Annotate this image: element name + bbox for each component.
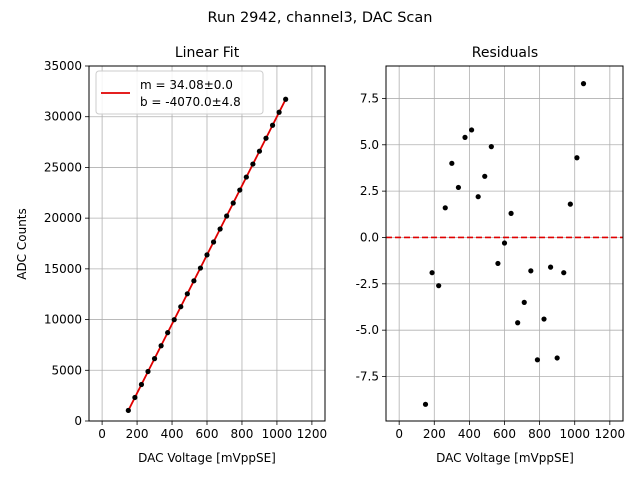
data-point xyxy=(541,316,547,322)
data-point xyxy=(436,283,442,289)
residuals-ticks: 0 200 400 600 800 1000 1200 -7.5 -5.0 -2.5 0.0 2.5 5… xyxy=(356,91,626,441)
x-tick-label: 1200 xyxy=(595,427,626,441)
data-point xyxy=(422,401,429,407)
data-point xyxy=(501,240,508,246)
data-point xyxy=(561,270,567,276)
data-point xyxy=(256,148,263,154)
data-point xyxy=(171,317,177,323)
x-tick-label: 0 xyxy=(395,427,403,441)
data-point xyxy=(204,252,210,258)
data-point xyxy=(197,265,204,271)
data-point xyxy=(455,184,462,191)
x-tick-label: 1200 xyxy=(297,427,328,441)
data-point xyxy=(534,357,541,363)
y-tick-label: 20000 xyxy=(44,211,82,225)
y-tick-label: 5000 xyxy=(51,363,82,377)
data-point xyxy=(263,135,269,141)
linear-fit-title: Linear Fit xyxy=(175,45,240,61)
data-point xyxy=(574,155,580,161)
data-point xyxy=(237,187,243,193)
legend-entry-intercept: b = -4070.0±4.8 xyxy=(140,95,241,109)
x-tick-label: 200 xyxy=(126,427,149,441)
data-point xyxy=(132,394,138,401)
data-point xyxy=(468,127,475,133)
x-tick-label: 0 xyxy=(98,427,106,441)
y-tick-label: 25000 xyxy=(44,160,82,174)
y-tick-label: 30000 xyxy=(44,110,82,124)
data-point xyxy=(269,122,276,128)
data-point xyxy=(580,81,587,87)
x-tick-label: 200 xyxy=(423,427,446,441)
data-point xyxy=(145,368,151,375)
data-point xyxy=(508,210,514,216)
x-tick-label: 1000 xyxy=(262,427,293,441)
data-point xyxy=(191,278,197,284)
linear-fit-plot: Linear Fit DAC Voltage [mVppSE] ADC Coun… xyxy=(15,45,327,465)
y-tick-label: 0 xyxy=(74,414,82,428)
data-point xyxy=(138,381,145,388)
y-tick-label: -7.5 xyxy=(356,370,379,384)
data-point xyxy=(495,260,501,267)
residuals-plot: Residuals DAC Voltage [mVppSE] 0 200 400 60… xyxy=(356,45,626,465)
data-point xyxy=(528,268,534,274)
data-point xyxy=(178,304,184,310)
data-point xyxy=(521,299,527,305)
data-point xyxy=(283,96,289,102)
data-point xyxy=(429,270,435,276)
y-tick-label: 15000 xyxy=(44,262,82,276)
y-tick-label: 35000 xyxy=(44,59,82,73)
legend-box xyxy=(95,70,264,115)
y-tick-label: 0.0 xyxy=(360,230,379,244)
x-tick-label: 400 xyxy=(161,427,184,441)
x-tick-label: 600 xyxy=(196,427,219,441)
linear-fit-legend: m = 34.08±0.0 b = -4070.0±4.8 xyxy=(95,70,264,115)
linear-fit-ticks: 0 200 400 600 800 1000 1200 0 5000 10000 15000 2000… xyxy=(44,59,327,441)
data-point xyxy=(449,160,455,166)
y-tick-label: -2.5 xyxy=(356,277,379,291)
data-point xyxy=(243,174,249,180)
residuals-title: Residuals xyxy=(472,45,538,61)
data-point xyxy=(230,200,236,206)
data-point xyxy=(488,144,494,150)
legend-entry-slope: m = 34.08±0.0 xyxy=(140,78,233,92)
data-point xyxy=(250,161,256,167)
residuals-marks xyxy=(386,81,623,407)
linear-fit-xlabel: DAC Voltage [mVppSE] xyxy=(138,451,276,465)
data-point xyxy=(184,291,190,297)
data-point xyxy=(210,239,217,245)
data-point xyxy=(158,343,164,349)
data-point xyxy=(224,213,230,219)
data-point xyxy=(276,109,282,115)
data-point xyxy=(151,356,158,362)
data-point xyxy=(482,173,488,179)
data-point xyxy=(567,201,573,207)
data-point xyxy=(475,194,481,200)
x-tick-label: 600 xyxy=(493,427,516,441)
data-point xyxy=(442,205,448,211)
data-point xyxy=(547,264,554,270)
data-point xyxy=(125,407,131,414)
y-tick-label: 7.5 xyxy=(360,91,379,105)
data-point xyxy=(462,134,468,140)
y-tick-label: 10000 xyxy=(44,313,82,327)
linear-fit-marks xyxy=(125,96,289,414)
x-tick-label: 800 xyxy=(231,427,254,441)
figure-suptitle: Run 2942, channel3, DAC Scan xyxy=(208,10,433,26)
x-tick-label: 800 xyxy=(528,427,551,441)
x-tick-label: 400 xyxy=(458,427,481,441)
data-point xyxy=(554,355,560,361)
data-point xyxy=(515,320,521,326)
x-tick-label: 1000 xyxy=(559,427,590,441)
y-tick-label: -5.0 xyxy=(356,323,379,337)
y-tick-label: 5.0 xyxy=(360,138,379,152)
residuals-xlabel: DAC Voltage [mVppSE] xyxy=(436,451,574,465)
linear-fit-ylabel: ADC Counts xyxy=(15,208,29,280)
data-point xyxy=(165,330,171,336)
data-point xyxy=(217,226,223,232)
y-tick-label: 2.5 xyxy=(360,184,379,198)
